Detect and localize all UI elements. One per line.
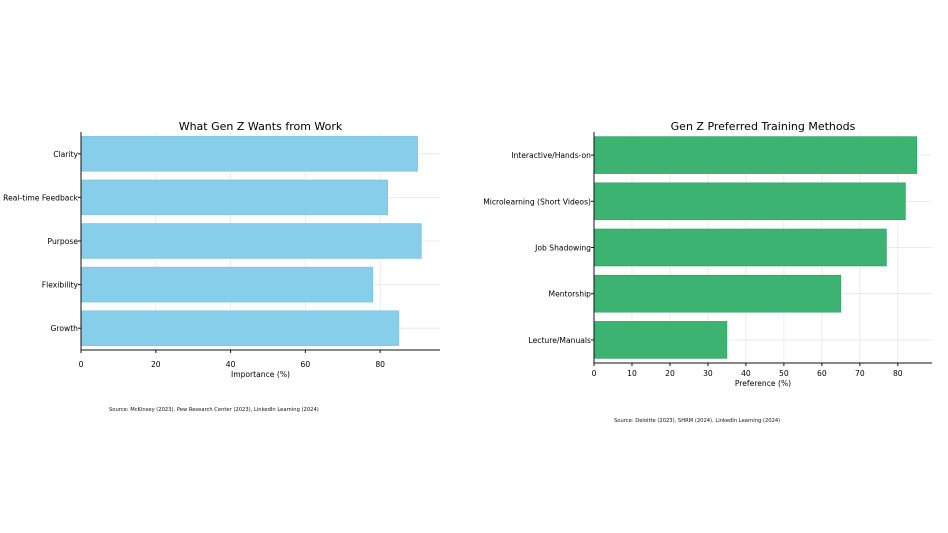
category-label: Microlearning (Short Videos) <box>483 197 591 206</box>
tick-label-x: 80 <box>893 369 903 378</box>
chart-title: What Gen Z Wants from Work <box>179 120 343 133</box>
source-note: Source: McKinsey (2023), Pew Research Ce… <box>109 407 319 413</box>
tick-label-x: 40 <box>741 369 751 378</box>
bar <box>593 228 887 267</box>
tick-label-x: 60 <box>817 369 827 378</box>
category-label: Real-time Feedback <box>3 193 78 202</box>
x-axis-label: Preference (%) <box>735 379 791 388</box>
category-label: Lecture/Manuals <box>529 336 592 345</box>
bar <box>80 136 418 172</box>
chart-title: Gen Z Preferred Training Methods <box>671 120 856 133</box>
tick-label-x: 40 <box>226 360 236 369</box>
tick-label-x: 10 <box>627 369 637 378</box>
tick-label-x: 0 <box>592 369 597 378</box>
x-axis-label: Importance (%) <box>231 370 290 379</box>
bar <box>80 223 422 259</box>
tick-label-x: 20 <box>665 369 675 378</box>
bar <box>80 179 388 216</box>
chart-gen-z-training: Interactive/Hands-on Microlearning (Short… <box>483 120 932 424</box>
bar <box>593 136 918 174</box>
bar <box>80 266 373 303</box>
tick-label-x: 60 <box>301 360 311 369</box>
category-label: Clarity <box>53 150 78 159</box>
category-label: Mentorship <box>549 290 592 299</box>
tick-label-x: 80 <box>375 360 385 369</box>
category-label: Interactive/Hands-on <box>511 151 591 160</box>
bar <box>593 274 842 313</box>
category-label: Growth <box>51 324 79 333</box>
category-label: Job Shadowing <box>534 244 591 253</box>
tick-label-x: 0 <box>79 360 84 369</box>
bar <box>80 310 400 346</box>
tick-label-x: 30 <box>703 369 713 378</box>
tick-label-x: 70 <box>855 369 865 378</box>
bar <box>593 182 906 221</box>
bar <box>593 321 728 359</box>
tick-label-x: 20 <box>151 360 161 369</box>
category-label: Flexibility <box>42 281 79 290</box>
source-note: Source: Deloitte (2023), SHRM (2024), Li… <box>614 418 780 424</box>
chart-gen-z-wants: Clarity Real-time Feedback Purpose Flexibil… <box>3 120 440 413</box>
tick-label-x: 50 <box>779 369 789 378</box>
category-label: Purpose <box>48 237 79 246</box>
